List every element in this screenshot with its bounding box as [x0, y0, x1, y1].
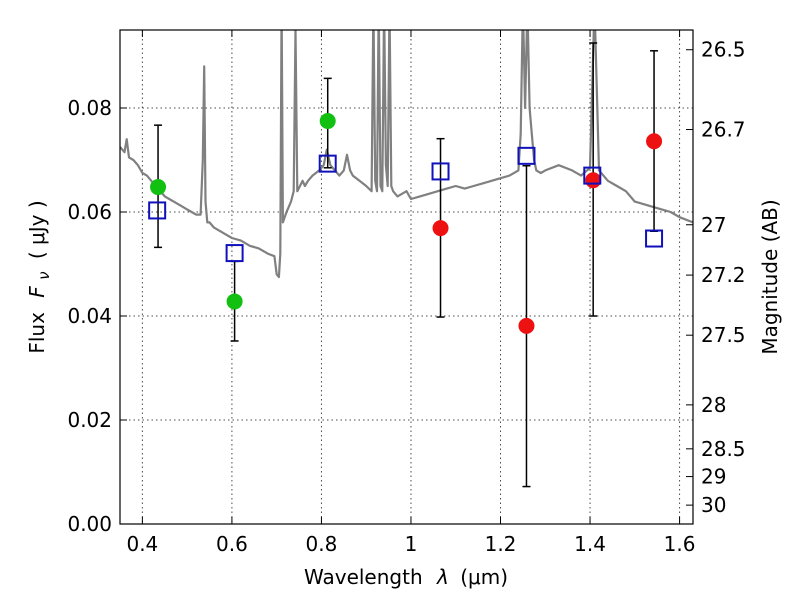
spectrum-layer — [120, 30, 693, 279]
data-point — [585, 172, 602, 189]
x-tick-label: 1.4 — [574, 532, 606, 556]
x-axis-label: Wavelength — [304, 565, 423, 589]
data-point — [319, 113, 336, 129]
y-tick-label: 0.08 — [67, 96, 112, 120]
y2-tick-label: 29 — [701, 465, 726, 489]
y-tick-label: 0.00 — [67, 512, 112, 536]
data-point — [432, 220, 449, 237]
data-point — [646, 133, 663, 150]
y2-axis-title: Magnitude (AB) — [758, 199, 782, 354]
x-tick-label: 1.6 — [664, 532, 696, 556]
x-tick-label: 0.6 — [216, 532, 248, 556]
y-axis-label: Flux — [25, 312, 49, 354]
y2-tick-label: 27.5 — [701, 323, 746, 347]
x-axis-unit: (μm) — [460, 565, 508, 589]
y2-tick-label: 30 — [701, 493, 726, 517]
spectrum-line — [120, 30, 693, 279]
data-point — [518, 317, 535, 334]
x-tick-label: 1.2 — [485, 532, 517, 556]
axis-layer: 0.4 0.6 0.8 1 1.2 1.4 1.6 0.00 0.02 0.04 0.06 0.08 2… — [67, 30, 746, 556]
model-point — [645, 229, 664, 248]
y-tick-label: 0.06 — [67, 200, 112, 224]
model-point — [148, 201, 167, 220]
model-point — [225, 244, 244, 263]
model-point — [318, 154, 337, 173]
x-axis-symbol: λ — [436, 565, 449, 589]
model-point — [583, 166, 602, 185]
grid — [120, 30, 693, 524]
x-tick-label: 0.4 — [126, 532, 158, 556]
x-tick-label: 0.8 — [306, 532, 338, 556]
y-tick-label: 0.04 — [67, 304, 112, 328]
x-tick-label: 1 — [405, 532, 418, 556]
y2-tick-label: 28.5 — [701, 437, 746, 461]
errorbar-layer — [154, 42, 659, 488]
y2-tick-label: 26.7 — [701, 118, 746, 142]
y-axis-symbol: F — [25, 286, 49, 298]
model-point — [431, 162, 450, 181]
y2-tick-label: 27 — [701, 213, 726, 237]
y2-tick-label: 26.5 — [701, 38, 746, 62]
y-axis-unit: ( μJy ) — [25, 200, 49, 259]
data-point — [226, 293, 243, 310]
data-point — [150, 179, 167, 196]
x-axis-title: Wavelength λ (μm) — [304, 565, 508, 589]
y-axis-title: Flux F ν ( μJy ) — [25, 200, 54, 353]
y2-tick-label: 27.2 — [701, 263, 746, 287]
y-axis-subscript: ν — [35, 271, 53, 279]
y2-tick-label: 28 — [701, 393, 726, 417]
y-tick-label: 0.02 — [67, 408, 112, 432]
plot-frame — [119, 29, 694, 525]
model-point — [517, 146, 536, 165]
marker-layer — [148, 113, 664, 334]
